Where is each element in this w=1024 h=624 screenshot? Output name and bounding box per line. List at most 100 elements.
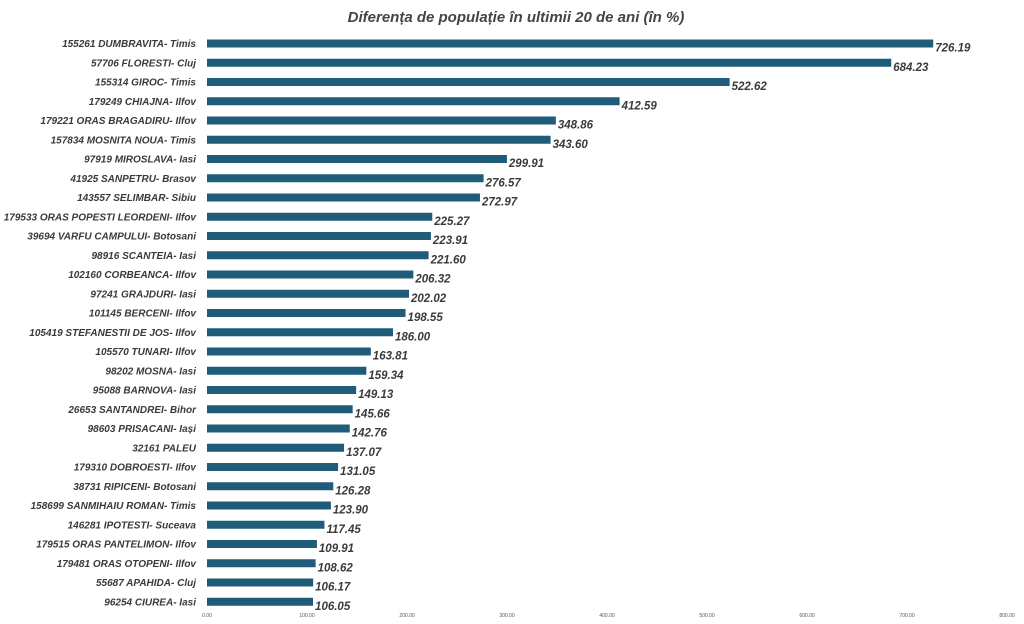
value-label: 123.90: [333, 505, 369, 517]
bar: [207, 39, 934, 48]
value-label: 108.62: [318, 562, 354, 574]
bar: [207, 540, 317, 548]
category-label: 179481 ORAS OTOPENI- Ilfov: [57, 559, 198, 570]
bar: [207, 251, 429, 260]
x-tick-label: 0.00: [202, 613, 212, 619]
value-label: 117.45: [326, 524, 361, 536]
category-label: 101145 BERCENI- Ilfov: [89, 309, 198, 320]
value-label: 109.91: [319, 543, 354, 555]
bar: [207, 270, 414, 279]
bar: [207, 559, 316, 568]
bar: [207, 347, 371, 356]
value-label: 221.60: [430, 254, 467, 266]
category-label: 179533 ORAS POPESTI LEORDENI- Ilfov: [4, 212, 198, 223]
value-label: 145.66: [355, 408, 391, 420]
value-label: 149.13: [358, 389, 394, 401]
value-label: 163.81: [373, 351, 408, 363]
value-label: 131.05: [340, 466, 376, 478]
bar: [207, 212, 433, 221]
value-label: 198.55: [408, 312, 444, 324]
bar: [207, 97, 620, 106]
value-label: 202.02: [410, 293, 447, 305]
bar: [207, 424, 350, 433]
category-label: 179310 DOBROESTI- Ilfov: [74, 463, 198, 474]
bar: [207, 58, 892, 67]
x-tick-label: 300.00: [499, 613, 515, 619]
value-labels: 726.19 684.23 522.62 412.59 348.86 343.60 299.…: [315, 43, 971, 613]
value-label: 412.59: [621, 100, 658, 112]
category-label: 41925 SANPETRU- Brasov: [69, 174, 197, 185]
bar: [207, 328, 393, 337]
bar: [207, 597, 314, 606]
bar: [207, 405, 353, 414]
category-label: 158699 SANMIHAIU ROMAN- Timis: [31, 501, 197, 512]
category-label: 98603 PRISACANI- Iași: [88, 424, 197, 435]
category-label: 39694 VARFU CAMPULUI- Botosani: [27, 232, 196, 243]
value-label: 142.76: [352, 428, 388, 440]
bar-series: [207, 39, 934, 606]
bar: [207, 443, 345, 452]
category-label: 146281 IPOTESTI- Suceava: [68, 520, 197, 531]
category-label: 38731 RIPICENI- Botosani: [73, 482, 196, 493]
category-label: 102160 CORBEANCA- Ilfov: [68, 270, 197, 281]
x-tick-label: 100.00: [299, 613, 315, 619]
bar: [207, 309, 406, 317]
x-tick-label: 700.00: [899, 613, 915, 619]
bar: [207, 135, 551, 144]
category-label: 26653 SANTANDREI- Bihor: [67, 405, 197, 416]
category-label: 155314 GIROC- Timis: [95, 78, 196, 89]
bar: [207, 463, 339, 471]
category-label: 98916 SCANTEIA- Iasi: [92, 251, 197, 262]
bar: [207, 289, 410, 298]
category-label: 98202 MOSNA- Iasi: [105, 366, 196, 377]
x-tick-label: 400.00: [599, 613, 615, 619]
bar: [207, 501, 331, 510]
value-label: 106.05: [315, 601, 351, 613]
bar: [207, 116, 556, 125]
category-label: 97919 MIROSLAVA- Iasi: [84, 155, 196, 166]
category-labels: 155261 DUMBRAVITA- Timis 57706 FLORESTI- …: [4, 39, 198, 608]
chart-title: Diferența de populație în ultimii 20 de …: [348, 9, 685, 26]
category-label: 32161 PALEU: [132, 443, 197, 454]
bar: [207, 155, 507, 163]
category-label: 95088 BARNOVA- Iasi: [93, 386, 196, 397]
value-label: 106.17: [315, 582, 351, 594]
category-label: 143557 SELIMBAR- Sibiu: [77, 193, 196, 204]
value-label: 299.91: [508, 158, 544, 170]
x-tick-label: 600.00: [799, 613, 815, 619]
category-label: 157834 MOSNITA NOUA- Timis: [51, 135, 197, 146]
category-label: 105419 STEFANESTII DE JOS- Ilfov: [29, 328, 197, 339]
category-label: 179515 ORAS PANTELIMON- Ilfov: [36, 540, 197, 551]
bar: [207, 174, 484, 183]
category-label: 96254 CIUREA- Iasi: [104, 597, 196, 608]
bar: [207, 520, 325, 529]
value-label: 206.32: [414, 274, 451, 286]
category-label: 57706 FLORESTI- Cluj: [91, 58, 196, 69]
value-label: 726.19: [935, 43, 971, 55]
category-label: 179249 CHIAJNA- Ilfov: [89, 97, 198, 108]
x-tick-label: 500.00: [699, 613, 715, 619]
bar: [207, 193, 480, 202]
bar: [207, 366, 367, 375]
x-tick-label: 800.00: [999, 613, 1015, 619]
category-label: 155261 DUMBRAVITA- Timis: [62, 39, 196, 50]
value-label: 276.57: [485, 177, 522, 189]
value-label: 522.62: [732, 81, 768, 93]
category-label: 55687 APAHIDA- Cluj: [96, 578, 196, 589]
bar: [207, 578, 314, 587]
bar: [207, 78, 730, 86]
value-label: 272.97: [481, 197, 518, 209]
value-label: 223.91: [432, 235, 468, 247]
bar: [207, 482, 334, 491]
bar: [207, 386, 357, 394]
value-label: 225.27: [433, 216, 470, 228]
x-tick-label: 200.00: [399, 613, 415, 619]
x-axis-ticks: 0.00 100.00 200.00 300.00 400.00 500.00 600.00…: [202, 613, 1015, 619]
value-label: 126.28: [335, 485, 371, 497]
value-label: 186.00: [395, 331, 431, 343]
category-label: 179221 ORAS BRAGADIRU- Ilfov: [40, 116, 197, 127]
category-label: 105570 TUNARI- Ilfov: [95, 347, 197, 358]
category-label: 97241 GRAJDURI- Iasi: [90, 289, 196, 300]
value-label: 348.86: [558, 120, 594, 132]
